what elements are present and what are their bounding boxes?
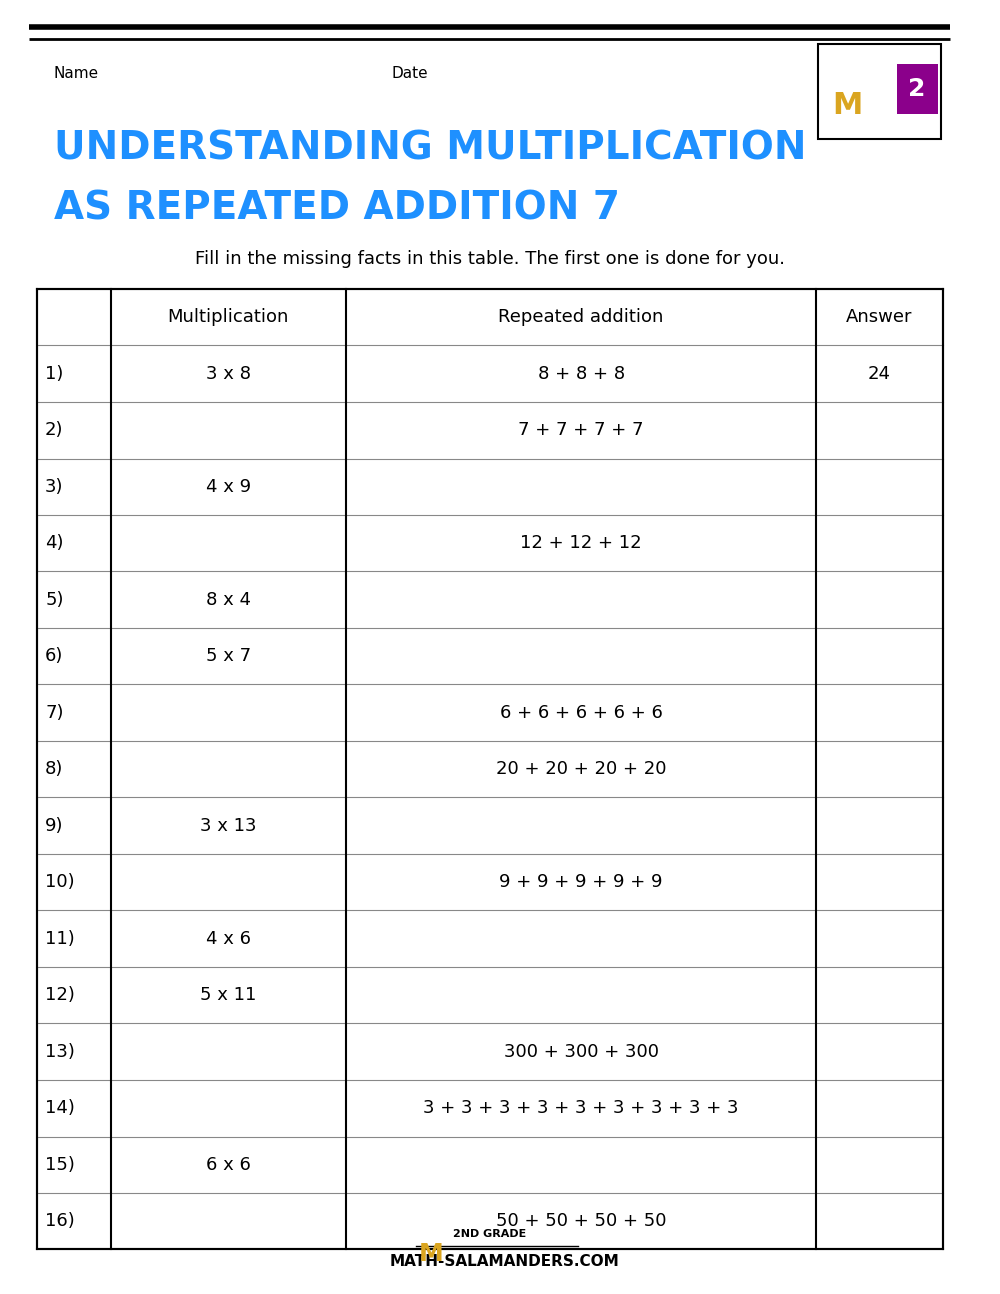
Text: 5 x 11: 5 x 11 (200, 986, 256, 1004)
Text: 6 + 6 + 6 + 6 + 6: 6 + 6 + 6 + 6 + 6 (500, 704, 663, 722)
Text: UNDERSTANDING MULTIPLICATION: UNDERSTANDING MULTIPLICATION (54, 129, 806, 168)
Text: 300 + 300 + 300: 300 + 300 + 300 (504, 1043, 659, 1061)
Text: 12 + 12 + 12: 12 + 12 + 12 (520, 534, 642, 553)
Text: 8 x 4: 8 x 4 (206, 591, 251, 608)
Text: 10): 10) (45, 873, 75, 892)
Text: Fill in the missing facts in this table. The first one is done for you.: Fill in the missing facts in this table.… (195, 250, 785, 268)
Text: 16): 16) (45, 1212, 75, 1231)
Text: Answer: Answer (846, 308, 913, 326)
Text: 5 x 7: 5 x 7 (206, 647, 251, 665)
Text: M: M (419, 1242, 444, 1266)
Text: 3 x 13: 3 x 13 (200, 817, 257, 835)
Text: Multiplication: Multiplication (168, 308, 289, 326)
Text: 4 x 6: 4 x 6 (206, 930, 251, 947)
Text: Name: Name (54, 66, 99, 82)
Text: 20 + 20 + 20 + 20: 20 + 20 + 20 + 20 (496, 761, 666, 778)
Text: 1): 1) (45, 365, 63, 383)
Text: 11): 11) (45, 930, 75, 947)
Text: MATH-SALAMANDERS.COM: MATH-SALAMANDERS.COM (390, 1254, 620, 1268)
FancyBboxPatch shape (897, 63, 938, 114)
Text: 8): 8) (45, 761, 63, 778)
Text: 2: 2 (908, 78, 926, 101)
Text: 24: 24 (868, 365, 891, 383)
Text: 6): 6) (45, 647, 63, 665)
Text: 5): 5) (45, 591, 64, 608)
Text: 9 + 9 + 9 + 9 + 9: 9 + 9 + 9 + 9 + 9 (499, 873, 663, 892)
Text: 6 x 6: 6 x 6 (206, 1156, 251, 1174)
Text: 2ND GRADE: 2ND GRADE (453, 1229, 527, 1238)
Text: Date: Date (392, 66, 429, 82)
FancyBboxPatch shape (818, 44, 941, 138)
Text: 14): 14) (45, 1099, 75, 1117)
Text: 3 + 3 + 3 + 3 + 3 + 3 + 3 + 3 + 3: 3 + 3 + 3 + 3 + 3 + 3 + 3 + 3 + 3 (423, 1099, 739, 1117)
Text: Repeated addition: Repeated addition (498, 308, 664, 326)
Text: 4 x 9: 4 x 9 (206, 477, 251, 496)
Text: M: M (832, 92, 863, 120)
Text: 3): 3) (45, 477, 64, 496)
Text: 3 x 8: 3 x 8 (206, 365, 251, 383)
Text: 13): 13) (45, 1043, 75, 1061)
Text: 8 + 8 + 8: 8 + 8 + 8 (538, 365, 625, 383)
Text: 15): 15) (45, 1156, 75, 1174)
Text: AS REPEATED ADDITION 7: AS REPEATED ADDITION 7 (54, 190, 620, 228)
Text: 7): 7) (45, 704, 64, 722)
Text: 2): 2) (45, 422, 64, 439)
Text: 7 + 7 + 7 + 7: 7 + 7 + 7 + 7 (518, 422, 644, 439)
Text: 12): 12) (45, 986, 75, 1004)
Text: 50 + 50 + 50 + 50: 50 + 50 + 50 + 50 (496, 1212, 666, 1231)
Bar (37, 289, 943, 1250)
Text: 4): 4) (45, 534, 64, 553)
Text: 9): 9) (45, 817, 64, 835)
